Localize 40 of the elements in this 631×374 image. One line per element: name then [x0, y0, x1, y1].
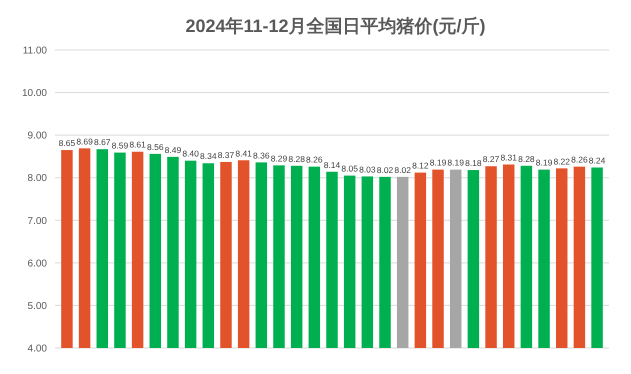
data-label: 8.28 — [518, 154, 535, 164]
data-label: 8.28 — [288, 154, 306, 164]
data-label: 8.24 — [588, 155, 606, 166]
y-tick-label: 9.00 — [28, 130, 48, 142]
data-label: 8.02 — [394, 164, 412, 175]
data-label: 8.27 — [482, 154, 500, 164]
data-label: 8.26 — [306, 154, 323, 165]
data-label: 8.14 — [324, 160, 341, 170]
data-label: 8.05 — [341, 164, 358, 174]
y-tick-label: 11.00 — [22, 46, 48, 56]
data-label: 8.12 — [412, 160, 429, 171]
data-label: 8.69 — [76, 136, 94, 146]
data-label: 8.03 — [359, 164, 376, 174]
y-tick-label: 10.00 — [22, 88, 48, 100]
data-label: 8.36 — [253, 150, 270, 160]
data-label: 8.65 — [58, 138, 76, 148]
data-label: 8.37 — [218, 150, 235, 160]
y-tick-label: 4.00 — [28, 344, 48, 354]
data-label: 8.22 — [553, 156, 570, 166]
data-label: 8.31 — [500, 152, 518, 163]
data-label: 8.19 — [447, 158, 464, 168]
y-tick-label: 8.00 — [28, 173, 48, 184]
data-label: 8.02 — [376, 164, 394, 175]
y-tick-label: 5.00 — [28, 300, 48, 312]
data-label: 8.49 — [164, 144, 182, 155]
data-label: 8.29 — [270, 153, 288, 164]
data-label: 8.61 — [129, 140, 146, 150]
data-label: 8.40 — [182, 148, 200, 159]
chart-title: 2024年11-12月全国日平均猪价(元/斤) — [185, 16, 486, 36]
data-label: 8.59 — [112, 140, 128, 151]
data-label: 8.19 — [536, 158, 553, 168]
data-label: 8.26 — [571, 154, 588, 165]
data-label: 8.18 — [465, 158, 482, 168]
data-label: 8.56 — [147, 142, 164, 152]
y-tick-label: 7.00 — [28, 216, 48, 227]
y-tick-label: 6.00 — [28, 258, 48, 270]
data-label: 8.67 — [94, 137, 111, 148]
data-label: 8.34 — [200, 151, 217, 162]
data-label: 8.19 — [430, 158, 447, 168]
data-label: 8.41 — [235, 148, 252, 158]
